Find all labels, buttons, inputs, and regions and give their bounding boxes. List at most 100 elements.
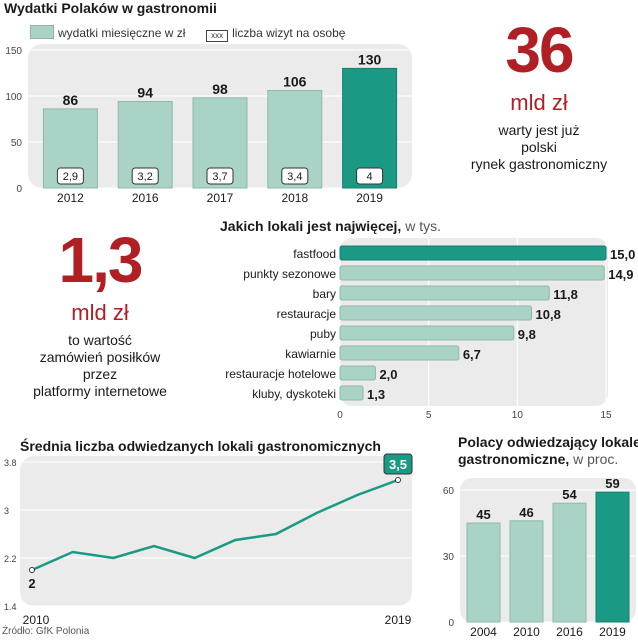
venues-xtick: 5	[426, 410, 432, 420]
share-value-label: 46	[519, 505, 533, 520]
visits-label: 3,2	[138, 171, 153, 183]
venues-category-label: bary	[313, 287, 336, 301]
visits-box	[356, 167, 384, 185]
online-desc-line: platformy internetowe	[33, 383, 167, 399]
visits-label: 4	[367, 171, 373, 183]
spending-year-label: 2016	[132, 191, 159, 205]
venues-bar	[339, 365, 376, 381]
venues-category-label: kluby, dyskoteki	[252, 387, 336, 401]
visits-ytick: 2.2	[4, 554, 17, 564]
venues-bar-chart: 0 5 10 15 fastfood 15,0 punkty sezonowe 14,9 bar…	[225, 238, 635, 420]
share-title-line2: gastronomiczne,	[458, 451, 570, 467]
venues-bar	[339, 345, 460, 361]
online-desc-line: to wartość	[68, 332, 132, 348]
online-desc-line: przez	[82, 366, 118, 382]
spending-value-label: 94	[137, 85, 153, 101]
legend-bar-swatch	[30, 25, 54, 39]
visits-ytick: 3.8	[4, 458, 17, 468]
visits-end-point	[395, 477, 401, 483]
venues-value-label: 11,8	[553, 287, 578, 302]
share-value-label: 59	[605, 476, 619, 491]
venues-title-unit: w tys.	[405, 218, 441, 234]
share-ytick: 0	[448, 618, 454, 629]
visits-line-chart: 1.4 2.2 3 3.8 2 3,5 2010 2019	[4, 453, 413, 627]
market-desc-line: polski	[521, 139, 557, 155]
visits-start-point	[29, 567, 35, 573]
market-value: 36	[505, 14, 574, 86]
online-value: 1,3	[58, 224, 144, 296]
venues-value-label: 2,0	[379, 367, 397, 382]
spending-year-label: 2019	[356, 191, 383, 205]
venues-bar	[339, 285, 550, 301]
visits-x-label: 2010	[23, 613, 50, 627]
share-value-label: 54	[562, 487, 577, 502]
venues-value-label: 1,3	[367, 387, 385, 402]
market-desc-line: warty jest już	[498, 122, 580, 138]
visits-box	[56, 167, 84, 185]
spending-ytick: 0	[16, 184, 22, 195]
venues-category-label: fastfood	[293, 247, 336, 261]
venues-chart-title: Jakich lokali jest najwięcej, w tys.	[220, 218, 441, 234]
spending-ytick: 100	[5, 92, 22, 103]
share-bar	[466, 522, 501, 623]
visits-label: 3,4	[287, 171, 302, 183]
legend-visits-box: xxx	[206, 30, 229, 42]
venues-bar	[339, 325, 515, 341]
visits-start-label: 2	[28, 576, 35, 591]
legend-visits-label: liczba wizyt na osobę	[232, 26, 346, 40]
market-unit: mld zł	[510, 90, 568, 115]
spending-value-label: 106	[283, 73, 307, 89]
online-unit: mld zł	[71, 300, 129, 325]
share-ytick: 60	[443, 486, 455, 497]
spending-bar	[192, 97, 248, 189]
share-bar	[552, 502, 587, 623]
venues-category-label: puby	[310, 327, 336, 341]
visits-end-label: 3,5	[389, 457, 407, 472]
spending-bar-chart: 0 50 100 150 86 2,9 2012 94 3,2 2016 98 3,7 2017 106 3…	[5, 44, 412, 205]
venues-bar	[339, 385, 364, 401]
venues-xtick: 10	[512, 410, 524, 420]
share-bar-chart: 0 30 60 45 2004 46 2010 54 2016 59 2019	[443, 476, 636, 639]
venues-value-label: 14,9	[608, 267, 633, 282]
spending-ytick: 50	[11, 138, 23, 149]
visits-ytick: 3	[4, 506, 9, 516]
visits-label: 3,7	[212, 171, 227, 183]
share-plot-panel	[460, 478, 636, 622]
venues-bar	[339, 245, 607, 261]
spending-value-label: 86	[63, 92, 79, 108]
spending-value-label: 98	[212, 81, 228, 97]
venues-bar	[339, 305, 533, 321]
visits-box	[131, 167, 159, 185]
venues-xtick: 15	[600, 410, 612, 420]
visits-ytick: 1.4	[4, 602, 17, 612]
market-stat: 36 mld zł warty jest już polski rynek ga…	[440, 18, 638, 173]
share-year-label: 2016	[556, 625, 583, 639]
share-year-label: 2004	[470, 625, 497, 639]
online-desc-line: zamówień posiłków	[39, 349, 161, 365]
share-value-label: 45	[476, 507, 490, 522]
venues-category-label: restauracje hotelowe	[225, 367, 336, 381]
share-ytick: 30	[443, 552, 455, 563]
share-year-label: 2019	[599, 625, 626, 639]
online-stat: 1,3 mld zł to wartość zamówień posiłków …	[0, 228, 200, 400]
share-bar	[595, 491, 630, 623]
legend-bar-label: wydatki miesięczne w zł	[58, 26, 186, 40]
visits-line-title: Średnia liczba odwiedzanych lokali gastr…	[20, 438, 381, 454]
share-chart-title: Polacy odwiedzający lokale gastronomiczn…	[458, 434, 638, 468]
venues-category-label: restauracje	[277, 307, 337, 321]
venues-value-label: 6,7	[463, 347, 481, 362]
visits-box	[206, 167, 234, 185]
visits-end-label-box	[383, 453, 413, 475]
share-year-label: 2010	[513, 625, 540, 639]
venues-category-label: punkty sezonowe	[243, 267, 336, 281]
venues-category-label: kawiarnie	[285, 347, 336, 361]
spending-ytick: 150	[5, 46, 22, 57]
visits-plot-panel	[20, 456, 412, 606]
spending-legend: wydatki miesięczne w zł xxx liczba wizyt …	[30, 25, 345, 42]
share-title-line1: Polacy odwiedzający lokale	[458, 434, 638, 450]
spending-year-label: 2017	[207, 191, 234, 205]
visits-x-label: 2019	[385, 613, 412, 627]
spending-year-label: 2018	[281, 191, 308, 205]
venues-value-label: 10,8	[536, 307, 561, 322]
online-desc: to wartość zamówień posiłków przez platf…	[0, 332, 200, 400]
